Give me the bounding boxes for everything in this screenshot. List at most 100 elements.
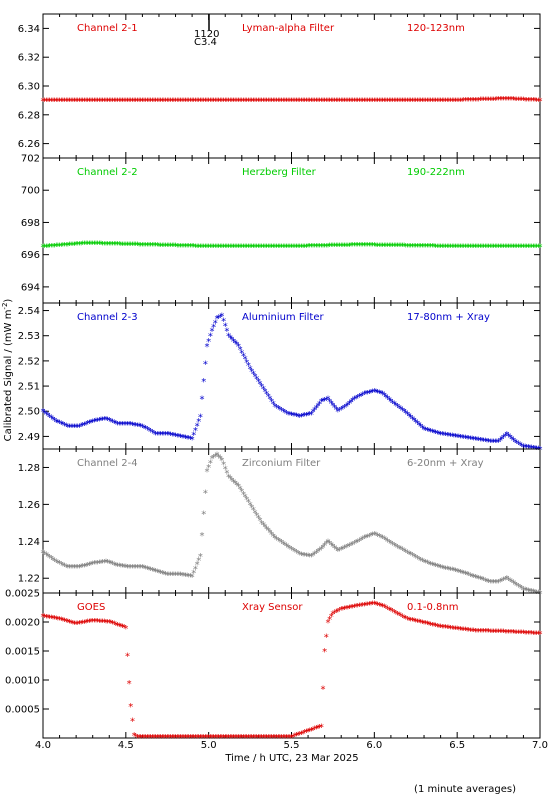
data-point: * [85, 419, 90, 430]
data-point: * [372, 599, 377, 610]
data-point: * [64, 422, 69, 433]
data-point: * [435, 96, 440, 107]
data-point: * [466, 626, 471, 637]
data-point: * [536, 630, 541, 641]
data-point: * [166, 571, 171, 582]
data-point: * [130, 241, 135, 252]
data-point: * [281, 407, 286, 418]
data-point: * [393, 242, 398, 253]
data-point: * [193, 564, 198, 575]
data-point: * [415, 554, 420, 565]
data-point: * [526, 586, 531, 597]
data-point: * [519, 243, 524, 254]
data-point: * [521, 585, 526, 596]
data-point: * [484, 577, 489, 588]
data-point: * [503, 243, 508, 254]
data-point: * [415, 242, 420, 253]
data-point: * [455, 625, 460, 636]
data-point: * [302, 242, 307, 253]
data-point: * [534, 444, 539, 455]
data-point: * [314, 242, 319, 253]
data-point: * [435, 622, 440, 633]
data-point: * [60, 96, 65, 107]
data-series: ****************************************… [41, 312, 543, 456]
data-point: * [178, 96, 183, 107]
data-point: * [403, 96, 408, 107]
data-point: * [113, 620, 118, 631]
data-point: * [67, 96, 72, 107]
data-point: * [296, 412, 301, 423]
filter-label: Zirconium Filter [242, 458, 321, 469]
data-point: * [513, 243, 518, 254]
data-point: * [200, 395, 205, 406]
data-point: * [377, 241, 382, 252]
data-point: * [344, 402, 349, 413]
data-point: * [412, 552, 417, 563]
data-point: * [185, 96, 190, 107]
data-point: * [397, 544, 402, 555]
data-point: * [538, 243, 543, 254]
data-point: * [324, 96, 329, 107]
data-point: * [79, 422, 84, 433]
data-series: ****************************************… [41, 451, 543, 600]
data-point: * [103, 618, 108, 629]
data-point: * [324, 395, 329, 406]
data-point: * [151, 429, 156, 440]
data-point: * [150, 241, 155, 252]
data-point: * [418, 618, 423, 629]
data-point: * [59, 616, 64, 627]
data-point: * [423, 96, 428, 107]
data-point: * [168, 571, 173, 582]
data-point: * [297, 412, 302, 423]
data-point: * [450, 432, 455, 443]
data-point: * [75, 422, 80, 433]
data-point: * [264, 524, 269, 535]
data-point: * [206, 243, 211, 254]
data-point: * [170, 96, 175, 107]
data-point: * [296, 549, 301, 560]
data-point: * [186, 434, 191, 445]
data-point: * [238, 485, 243, 496]
data-point: * [95, 617, 100, 628]
data-point: * [84, 420, 89, 431]
data-point: * [332, 608, 337, 619]
data-point: * [405, 410, 410, 421]
data-point: * [163, 733, 168, 744]
data-point: * [246, 733, 251, 744]
data-point: * [387, 395, 392, 406]
data-point: * [151, 96, 156, 107]
data-point: * [229, 243, 234, 254]
data-point: * [209, 96, 214, 107]
data-point: * [347, 541, 352, 552]
data-point: * [251, 506, 256, 517]
data-point: * [498, 628, 503, 639]
data-point: * [407, 411, 412, 422]
data-point: * [98, 558, 103, 569]
data-point: * [175, 96, 180, 107]
data-point: * [228, 96, 233, 107]
data-point: * [320, 685, 325, 696]
data-point: * [347, 96, 352, 107]
data-point: * [392, 96, 397, 107]
data-point: * [476, 627, 481, 638]
y-tick-label: 702 [21, 154, 40, 165]
data-point: * [309, 96, 314, 107]
data-point: * [82, 618, 87, 629]
data-point: * [383, 392, 388, 403]
data-point: * [438, 242, 443, 253]
data-point: * [362, 241, 367, 252]
data-point: * [224, 469, 229, 480]
data-point: * [170, 571, 175, 582]
data-point: * [97, 559, 102, 570]
x-tick-label: 5.0 [201, 740, 217, 751]
channel-label: Channel 2-3 [77, 312, 138, 323]
data-point: * [59, 241, 64, 252]
data-point: * [385, 604, 390, 615]
data-point: * [277, 537, 282, 548]
data-point: * [120, 96, 125, 107]
data-point: * [534, 588, 539, 599]
data-point: * [117, 96, 122, 107]
data-point: * [316, 96, 321, 107]
data-point: * [428, 242, 433, 253]
data-point: * [461, 243, 466, 254]
